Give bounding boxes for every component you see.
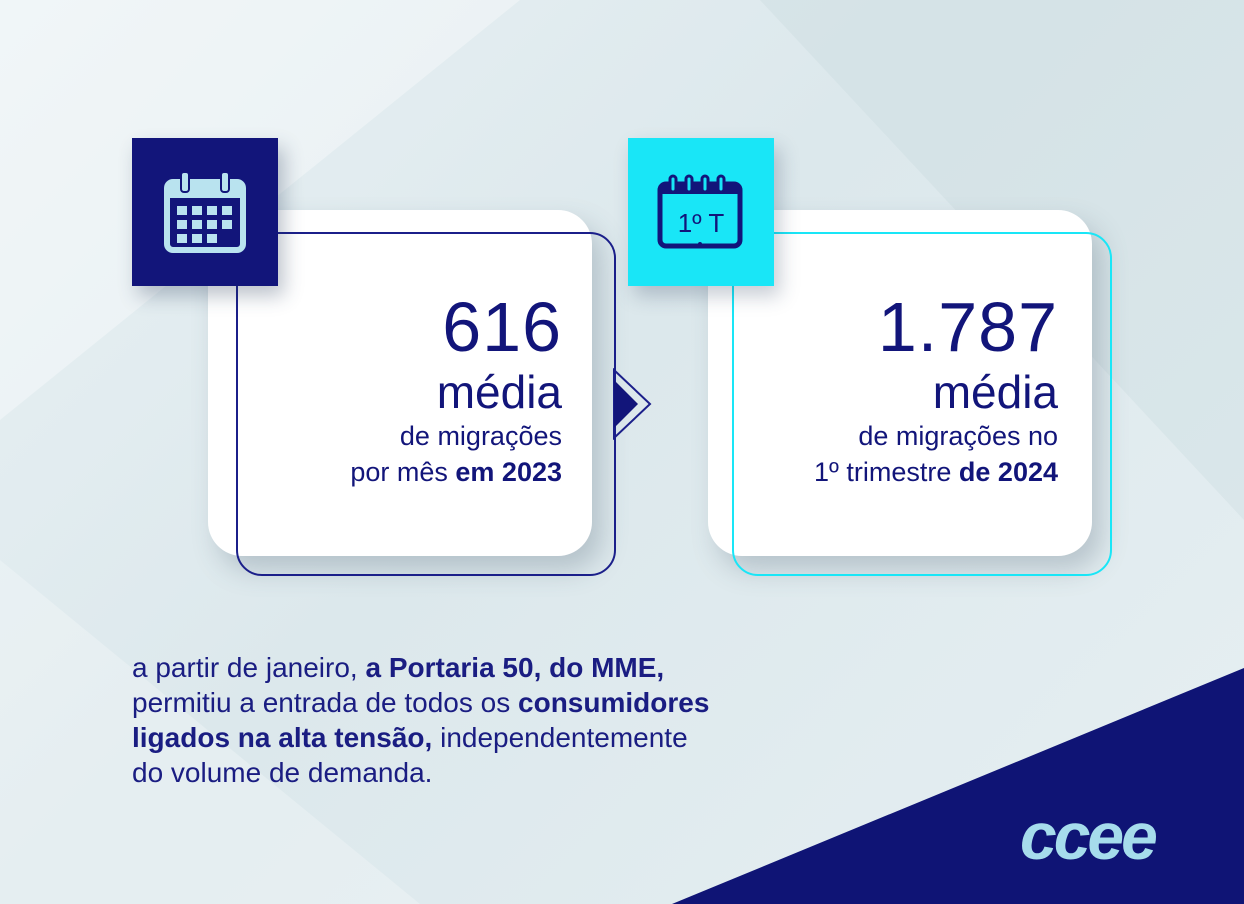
stat-line2-regular: por mês [350,457,456,487]
note-line-4: do volume de demanda. [132,755,832,790]
card-right-icon-box: 1º T [628,138,774,286]
stat-media: média [436,366,562,418]
card-left-stat: 616 média de migrações por mês em 2023 [350,288,562,490]
stat-line2: por mês em 2023 [350,454,562,490]
calendar-quarter-label: 1º T [677,208,725,238]
note-bold: consumidores [518,687,710,718]
note-text: a partir de janeiro, [132,652,366,683]
stat-line2-bold: em 2023 [455,457,562,487]
stat-line1: de migrações [399,421,562,451]
footnote-paragraph: a partir de janeiro, a Portaria 50, do M… [132,650,832,790]
note-line-3: ligados na alta tensão, independentement… [132,720,832,755]
stat-media: média [932,366,1058,418]
arrow-right-icon [613,368,652,440]
note-text: independentemente [432,722,688,753]
card-right-outline [732,232,1112,576]
note-text: do volume de demanda. [132,757,433,788]
stat-line2-bold: de 2024 [958,457,1058,487]
note-bold: ligados na alta tensão, [132,722,433,753]
stat-line2-regular: 1º trimestre [814,457,959,487]
calendar-grid-icon [164,171,246,253]
stat-line1: de migrações no [858,421,1058,451]
note-line-2: permitiu a entrada de todos os consumido… [132,685,832,720]
stat-number: 1.787 [877,288,1058,366]
stat-line2: 1º trimestre de 2024 [814,454,1058,490]
card-right-stat: 1.787 média de migrações no 1º trimestre… [814,288,1058,490]
calendar-quarter-icon [657,174,743,249]
stat-number: 616 [442,288,562,366]
ccee-logo: ccee [1020,799,1158,873]
note-bold: a Portaria 50, do MME, [365,652,665,683]
card-left-icon-box [132,138,278,286]
note-line-1: a partir de janeiro, a Portaria 50, do M… [132,650,832,685]
note-text: permitiu a entrada de todos os [132,687,519,718]
